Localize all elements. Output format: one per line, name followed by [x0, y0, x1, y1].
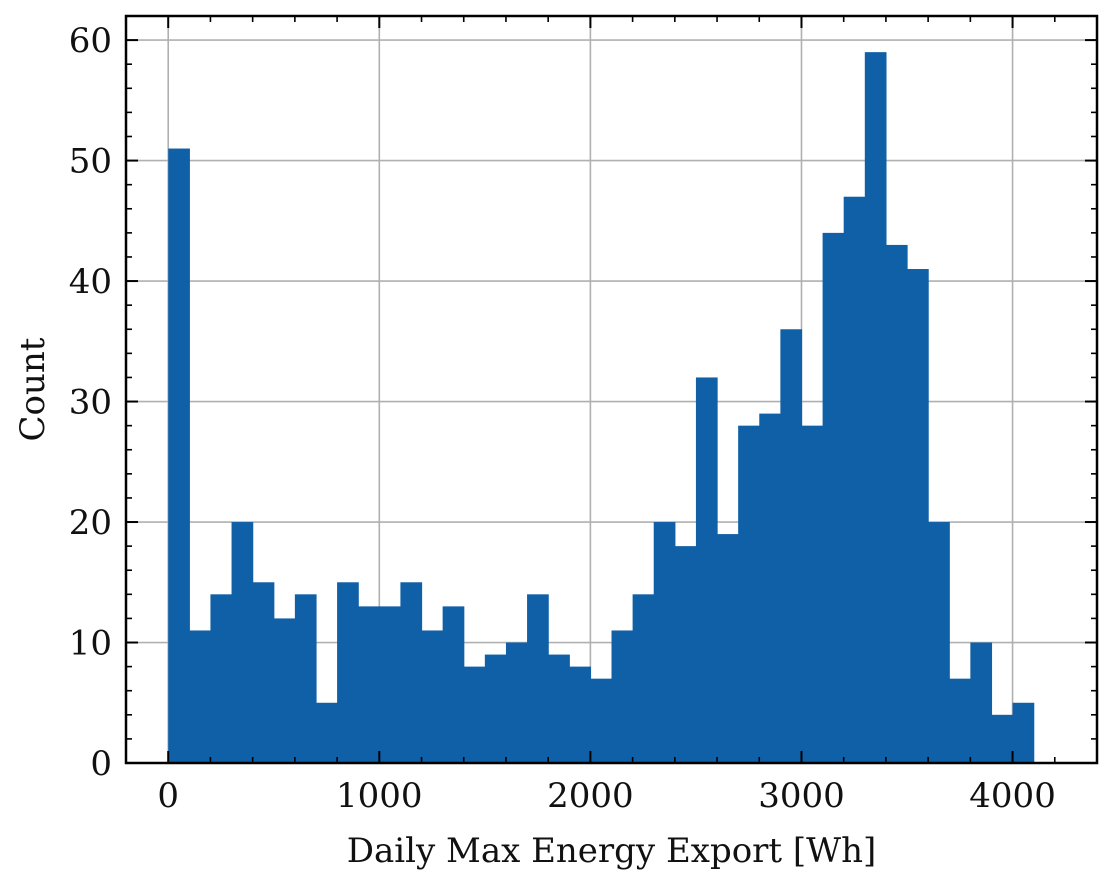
histogram-bar	[210, 594, 233, 763]
histogram-bar	[949, 678, 971, 763]
histogram-bar	[442, 606, 465, 763]
histogram-bar	[337, 582, 359, 763]
histogram-bar	[379, 606, 402, 763]
histogram-bar	[864, 52, 887, 764]
y-axis-label: Count	[13, 337, 53, 441]
histogram-bar	[527, 594, 549, 763]
histogram-bar	[1012, 702, 1035, 763]
histogram-bar	[421, 630, 444, 763]
histogram-bar	[632, 594, 655, 763]
y-tick-label: 10	[69, 624, 112, 664]
histogram-bar	[231, 522, 254, 763]
histogram-bar	[168, 148, 190, 764]
histogram-bar	[653, 522, 676, 763]
histogram-bar	[400, 582, 423, 763]
histogram-bar	[548, 654, 570, 763]
histogram-bar	[505, 642, 528, 763]
histogram-bar	[273, 618, 296, 763]
y-tick-label: 50	[69, 142, 112, 182]
histogram-bar	[717, 534, 739, 763]
histogram-bar	[843, 196, 866, 763]
y-tick-labels: 0 10 20 30 40 50 60	[69, 21, 112, 784]
histogram-bar	[695, 377, 718, 763]
histogram-bar	[928, 522, 950, 763]
x-tick-label: 4000	[969, 776, 1056, 816]
x-tick-label: 1000	[336, 776, 423, 816]
histogram-bar	[611, 630, 634, 763]
y-tick-label: 0	[90, 744, 112, 784]
histogram-bar	[484, 654, 507, 763]
histogram-bar	[991, 714, 1014, 763]
histogram-bar	[590, 678, 613, 763]
histogram-bar	[358, 606, 380, 763]
x-tick-label: 3000	[758, 776, 845, 816]
histogram-bars	[168, 52, 1035, 764]
x-tick-labels: 0 1000 2000 3000 4000	[157, 776, 1055, 816]
plot-frame	[124, 14, 1099, 765]
histogram-bar	[759, 413, 781, 763]
x-tick-label: 2000	[547, 776, 634, 816]
x-tick-label: 0	[157, 776, 179, 816]
histogram-bar	[970, 642, 993, 763]
histogram-bar	[463, 666, 486, 763]
x-axis-label: Daily Max Energy Export [Wh]	[347, 831, 877, 871]
histogram-bar	[780, 329, 803, 763]
histogram-bar	[822, 232, 845, 763]
histogram-bar	[315, 702, 338, 763]
y-tick-label: 20	[69, 503, 112, 543]
y-tick-label: 40	[69, 262, 112, 302]
histogram-bar	[252, 582, 275, 763]
axis-ticks	[125, 15, 1098, 764]
histogram-bar	[189, 630, 212, 763]
y-tick-label: 60	[69, 21, 112, 61]
histogram-bar	[738, 425, 760, 763]
histogram-bar	[907, 269, 929, 763]
histogram-bar	[569, 666, 591, 763]
histogram-bar	[801, 425, 824, 763]
histogram-bar	[294, 594, 317, 763]
histogram-bar	[674, 546, 697, 763]
histogram-bar	[885, 244, 908, 763]
y-tick-label: 30	[69, 383, 112, 423]
